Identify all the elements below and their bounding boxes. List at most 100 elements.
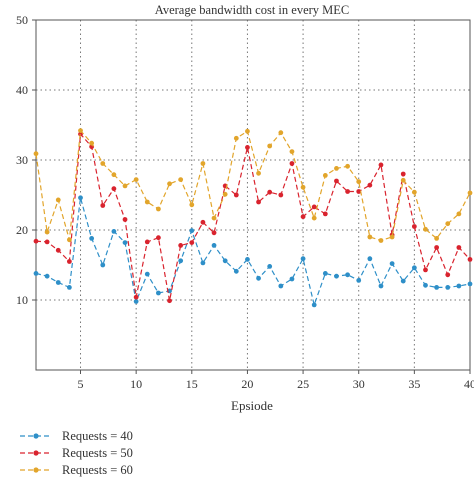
data-point (156, 235, 161, 241)
data-point (345, 272, 350, 278)
data-point (211, 215, 217, 221)
data-point (334, 166, 339, 171)
data-point (423, 282, 428, 288)
data-point (423, 226, 428, 232)
data-point (378, 283, 384, 289)
data-point (400, 278, 406, 284)
data-point (434, 236, 440, 241)
data-point (289, 149, 295, 155)
data-point (167, 298, 172, 304)
series-line (35, 132, 471, 301)
data-point (178, 258, 184, 264)
data-point (189, 202, 195, 208)
y-tick-label: 10 (16, 293, 28, 307)
data-point (66, 259, 72, 264)
data-point (334, 178, 339, 184)
data-point (411, 189, 417, 195)
data-point (89, 236, 95, 241)
data-point (189, 240, 195, 246)
data-point (289, 161, 295, 166)
data-point (322, 271, 328, 276)
y-axis-ticks: 10 20 30 40 50 (16, 13, 36, 307)
data-point (267, 143, 273, 149)
legend-item: Requests = 40 (20, 429, 133, 443)
data-point (111, 229, 117, 234)
data-point (278, 192, 284, 198)
data-point (256, 170, 261, 176)
series-line (35, 129, 471, 242)
data-point (200, 161, 206, 166)
data-point (33, 151, 39, 157)
data-point (245, 145, 250, 150)
data-point (200, 260, 206, 266)
data-point (389, 261, 395, 266)
data-point (178, 177, 184, 183)
data-point (66, 285, 72, 290)
x-tick-label: 35 (408, 377, 420, 391)
x-axis-label: Epsiode (231, 398, 273, 413)
data-point (100, 161, 106, 166)
data-point (189, 228, 195, 234)
legend-marker (33, 450, 39, 456)
data-point (156, 290, 161, 296)
data-point (434, 285, 440, 290)
data-point (311, 204, 317, 210)
y-tick-label: 50 (16, 13, 28, 27)
data-point (356, 179, 362, 185)
data-point (467, 257, 473, 262)
data-point (233, 135, 239, 141)
data-point (278, 283, 284, 289)
x-axis-ticks: 5 10 15 20 25 30 35 40 (78, 370, 474, 391)
data-point (111, 172, 117, 178)
data-point (133, 294, 139, 300)
data-point (78, 195, 83, 201)
data-point (66, 237, 72, 243)
data-point (300, 256, 306, 262)
y-tick-label: 30 (16, 153, 28, 167)
data-point (55, 280, 61, 285)
data-point (122, 183, 128, 189)
legend-item: Requests = 60 (20, 463, 133, 477)
legend-marker (33, 467, 39, 473)
data-point (33, 271, 39, 276)
series-1 (33, 195, 473, 308)
data-point (367, 256, 373, 262)
legend-marker (33, 433, 39, 439)
data-point (133, 299, 139, 304)
data-point (44, 239, 50, 245)
data-point (345, 189, 350, 194)
data-point (44, 229, 50, 235)
data-point (100, 203, 106, 208)
data-point (411, 265, 417, 271)
data-point (456, 283, 462, 289)
data-point (211, 230, 217, 236)
legend-item: Requests = 50 (20, 446, 133, 460)
x-tick-label: 10 (130, 377, 142, 391)
data-point (456, 245, 462, 250)
data-point (423, 267, 428, 273)
data-point (267, 189, 273, 195)
x-tick-label: 20 (241, 377, 253, 391)
data-point (367, 182, 373, 188)
data-point (156, 206, 161, 212)
data-point (300, 214, 306, 220)
data-point (89, 140, 95, 146)
data-point (300, 184, 306, 190)
legend-label: Requests = 40 (62, 429, 133, 443)
data-point (167, 181, 172, 187)
legend-label: Requests = 50 (62, 446, 133, 460)
data-point (367, 234, 373, 240)
data-point (400, 177, 406, 183)
legend: Requests = 40 Requests = 50 Requests = 60 (20, 429, 133, 477)
legend-label: Requests = 60 (62, 463, 133, 477)
x-tick-label: 40 (464, 377, 474, 391)
data-point (456, 211, 462, 217)
data-point (111, 186, 117, 192)
data-point (278, 130, 284, 136)
data-point (133, 177, 139, 183)
data-point (122, 217, 128, 222)
data-point (378, 238, 384, 243)
y-tick-label: 20 (16, 223, 28, 237)
data-point (233, 268, 239, 274)
